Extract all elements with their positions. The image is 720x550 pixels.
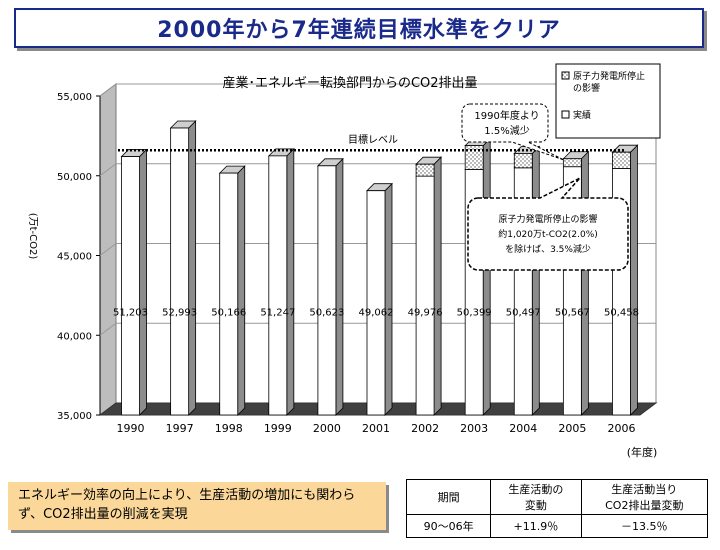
table-header-cell: 生産活動当り CO2排出量変動 bbox=[580, 479, 709, 515]
legend-swatch-nuclear bbox=[561, 71, 570, 80]
bar-actual bbox=[317, 165, 337, 416]
bar-nuclear-impact bbox=[612, 151, 631, 169]
x-tick-label: 2006 bbox=[607, 422, 635, 435]
table-header-cell: 期間 bbox=[405, 479, 492, 515]
chart-bars bbox=[118, 120, 639, 416]
x-tick-label: 1997 bbox=[166, 422, 194, 435]
callout-1990-bubble bbox=[461, 103, 565, 161]
gridline-side bbox=[99, 243, 117, 256]
chart-callouts: 1990年度より 1.5%減少原子力発電所停止の影響約1,020万t-CO2(2.… bbox=[461, 103, 629, 271]
slide-title-box: 2000年から7年連続目標水準をクリア bbox=[14, 8, 704, 48]
y-tick-label: 40,000 bbox=[57, 331, 92, 342]
bar-side bbox=[531, 145, 540, 416]
bar-actual bbox=[170, 127, 190, 416]
table-header-row: 期間 生産活動の 変動 生産活動当り CO2排出量変動 bbox=[405, 479, 709, 515]
x-tick-label: 2004 bbox=[509, 422, 537, 435]
bar-value-label: 52,993 bbox=[162, 307, 197, 318]
bar-value-label: 49,062 bbox=[359, 307, 394, 318]
gridline-side bbox=[99, 163, 117, 177]
y-tick-label: 50,000 bbox=[57, 172, 92, 183]
bar-value-label: 50,458 bbox=[604, 307, 639, 318]
bar-side bbox=[384, 182, 393, 416]
bar-nuclear-impact bbox=[415, 163, 435, 177]
callout-nuclear-line: 約1,020万t-CO2(2.0%) bbox=[498, 228, 598, 240]
emissions-bar-chart: 35,000 40,000 45,000 50,000 55,000 51,203 1990… bbox=[27, 63, 661, 459]
bar-actual bbox=[121, 156, 140, 416]
bar-side bbox=[630, 144, 638, 416]
table-cell: 90～06年 bbox=[405, 514, 492, 538]
bar-value-label: 51,203 bbox=[113, 307, 148, 318]
legend-label-nuclear: 原子力発電所停止 bbox=[573, 70, 645, 82]
gridline-side bbox=[99, 83, 117, 97]
x-tick-label: 2000 bbox=[313, 422, 341, 435]
callout-nuclear-bubble bbox=[467, 177, 629, 271]
bar-value-label: 50,399 bbox=[457, 307, 492, 318]
bar-value-label: 50,623 bbox=[309, 307, 344, 318]
callout-1990-line: 1.5%減少 bbox=[484, 124, 529, 137]
bar-actual bbox=[366, 190, 386, 416]
bar-value-label: 49,976 bbox=[408, 307, 443, 318]
bar-actual bbox=[219, 172, 239, 416]
table-row: 90～06年 +11.9％ －13.5％ bbox=[405, 514, 709, 538]
target-level-label-bg bbox=[344, 132, 402, 147]
table-cell: +11.9％ bbox=[490, 514, 582, 538]
x-tick-label: 2003 bbox=[460, 422, 488, 435]
note-box: エネルギー効率の向上により、生産活動の増加にも関わらず、CO2排出量の削減を実現 bbox=[8, 482, 386, 530]
bar-value-label: 50,567 bbox=[555, 307, 590, 318]
bar-side bbox=[237, 165, 246, 416]
legend-swatch-actual bbox=[561, 110, 570, 119]
slide-title: 2000年から7年連続目標水準をクリア bbox=[157, 18, 561, 43]
bar-nuclear-impact bbox=[562, 158, 582, 168]
bar-side bbox=[188, 120, 197, 416]
x-tick-label: 2001 bbox=[362, 422, 390, 435]
y-tick-label: 35,000 bbox=[57, 411, 92, 422]
y-tick-label: 55,000 bbox=[57, 92, 92, 103]
x-tick-label: 2002 bbox=[411, 422, 439, 435]
chart-labels: 35,000 40,000 45,000 50,000 55,000 51,203 1990… bbox=[57, 92, 639, 435]
bar-value-label: 50,166 bbox=[211, 307, 246, 318]
target-level-label: 目標レベル bbox=[348, 133, 398, 146]
bar-side bbox=[139, 148, 147, 416]
legend-box bbox=[555, 63, 661, 139]
y-axis-label: (万t-CO2) bbox=[27, 213, 38, 260]
bar-actual bbox=[268, 155, 288, 416]
callout-nuclear-line: 原子力発電所停止の影響 bbox=[498, 213, 597, 225]
bar-side bbox=[335, 157, 344, 416]
chart-title: 産業･エネルギー転換部門からのCO2排出量 bbox=[222, 75, 477, 91]
bar-value-label: 50,497 bbox=[506, 307, 541, 318]
bar-side bbox=[482, 137, 491, 416]
bar-value-label: 51,247 bbox=[260, 307, 295, 318]
legend-label-actual: 実績 bbox=[573, 109, 591, 121]
stats-table: 期間 生産活動の 変動 生産活動当り CO2排出量変動 90～06年 +11.9… bbox=[405, 479, 709, 538]
x-tick-label: 1999 bbox=[264, 422, 292, 435]
bar-side bbox=[580, 150, 589, 416]
gridline-side bbox=[99, 322, 117, 336]
x-tick-label: 1990 bbox=[117, 422, 145, 435]
bar-nuclear-impact bbox=[464, 145, 484, 170]
table-header-cell: 生産活動の 変動 bbox=[490, 479, 582, 515]
bar-nuclear-impact bbox=[513, 153, 533, 169]
bar-side bbox=[286, 147, 295, 416]
x-axis-label: (年度) bbox=[627, 445, 658, 459]
legend-label-nuclear-2: の影響 bbox=[573, 82, 600, 94]
x-tick-label: 2005 bbox=[558, 422, 586, 435]
table-cell: －13.5％ bbox=[580, 514, 709, 538]
y-tick-label: 45,000 bbox=[57, 252, 92, 263]
callout-nuclear-line: を除けば、3.5%減少 bbox=[505, 243, 591, 255]
bar-actual bbox=[415, 175, 435, 416]
bar-side bbox=[433, 156, 442, 416]
callout-1990-line: 1990年度より bbox=[474, 109, 539, 122]
x-tick-label: 1998 bbox=[215, 422, 243, 435]
note-text: エネルギー効率の向上により、生産活動の増加にも関わらず、CO2排出量の削減を実現 bbox=[18, 488, 356, 522]
